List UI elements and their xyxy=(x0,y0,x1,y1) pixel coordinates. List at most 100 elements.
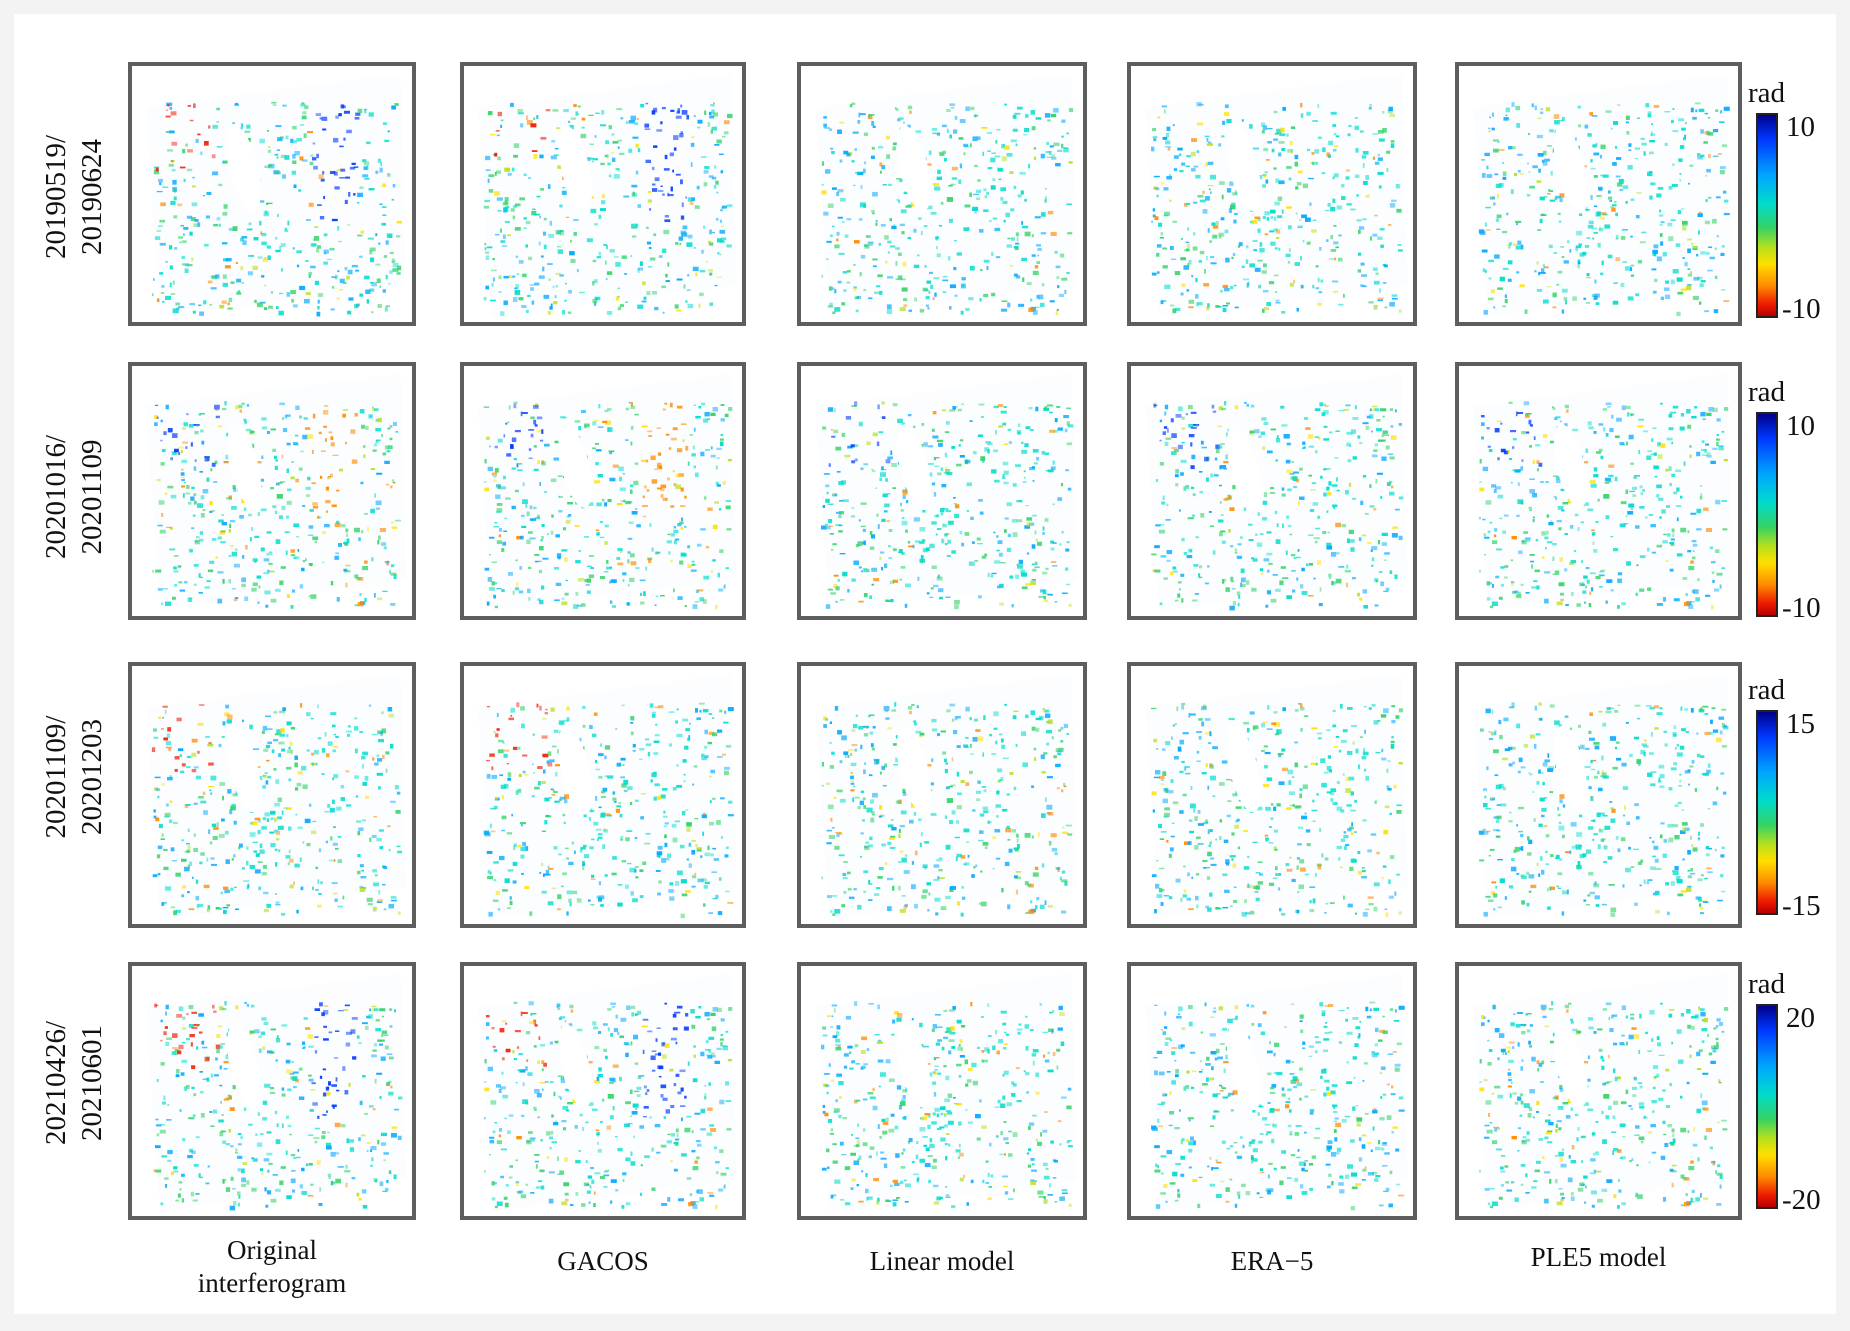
lake-area xyxy=(1226,1024,1261,1108)
colorbar xyxy=(1756,710,1778,915)
scene-footprint xyxy=(477,73,737,317)
column-label: GACOS xyxy=(557,1246,649,1276)
scene-footprint xyxy=(1145,673,1408,919)
lake-area xyxy=(1553,125,1588,212)
row-label: 20190519/ 20190624 xyxy=(34,67,114,327)
phase-map xyxy=(1472,373,1733,611)
scene-footprint xyxy=(146,973,407,1211)
row-label-text: 20201109/ 20201203 xyxy=(40,715,108,839)
lake-area xyxy=(1553,424,1588,508)
interferogram-panel xyxy=(1127,62,1417,326)
interferogram-panel xyxy=(460,362,746,620)
colorbar-max-label: 15 xyxy=(1786,708,1815,740)
scene-footprint xyxy=(815,73,1078,317)
lake-area xyxy=(558,424,592,508)
scene-footprint xyxy=(1145,973,1408,1211)
row-label: 20210426/ 20210601 xyxy=(34,953,114,1213)
row-label-text: 20210426/ 20210601 xyxy=(40,1020,108,1146)
phase-map xyxy=(477,973,737,1211)
lake-area xyxy=(1226,125,1261,212)
colorbar-min-label: -20 xyxy=(1782,1184,1821,1216)
lake-area xyxy=(896,1024,931,1108)
colorbar-max-label: 10 xyxy=(1786,410,1815,442)
row-label-text: 20190519/ 20190624 xyxy=(40,134,108,260)
column-label: PLE5 model xyxy=(1530,1242,1667,1272)
colorbar-max-label: 20 xyxy=(1786,1002,1815,1034)
colorbar-unit: rad xyxy=(1748,77,1786,109)
interferogram-panel xyxy=(797,962,1087,1220)
interferogram-panel xyxy=(128,362,416,620)
phase-map xyxy=(477,673,737,919)
lake-area xyxy=(227,726,261,813)
phase-map xyxy=(815,973,1078,1211)
lake-area xyxy=(896,726,931,813)
lake-area xyxy=(1226,424,1261,508)
column-label: Original interferogram xyxy=(197,1235,347,1298)
scene-footprint xyxy=(146,373,407,611)
phase-map xyxy=(146,673,407,919)
colorbar xyxy=(1756,1004,1778,1209)
interferogram-panel xyxy=(128,662,416,928)
scene-footprint xyxy=(146,73,407,317)
colorbar xyxy=(1756,113,1778,318)
colorbar xyxy=(1756,412,1778,617)
column-label: ERA−5 xyxy=(1230,1246,1314,1276)
phase-map xyxy=(815,73,1078,317)
lake-area xyxy=(1553,1024,1588,1108)
phase-map xyxy=(815,673,1078,919)
phase-map xyxy=(477,373,737,611)
column-label: Linear model xyxy=(869,1246,1015,1276)
scene-footprint xyxy=(477,373,737,611)
lake-area xyxy=(558,726,592,813)
interferogram-panel xyxy=(797,662,1087,928)
phase-map xyxy=(1472,73,1733,317)
interferogram-panel xyxy=(1127,962,1417,1220)
row-label: 20201109/ 20201203 xyxy=(34,647,114,907)
lake-area xyxy=(227,424,261,508)
lake-area xyxy=(1226,726,1261,813)
scene-footprint xyxy=(477,973,737,1211)
phase-map xyxy=(1472,673,1733,919)
scene-footprint xyxy=(1472,73,1733,317)
interferogram-panel xyxy=(128,962,416,1220)
row-label: 20201016/ 20201109 xyxy=(34,367,114,627)
interferogram-panel xyxy=(460,962,746,1220)
lake-area xyxy=(1553,726,1588,813)
colorbar-min-label: -15 xyxy=(1782,890,1821,922)
colorbar-min-label: -10 xyxy=(1782,293,1821,325)
colorbar-min-label: -10 xyxy=(1782,592,1821,624)
interferogram-panel xyxy=(797,62,1087,326)
phase-map xyxy=(477,73,737,317)
scene-footprint xyxy=(1472,373,1733,611)
scene-footprint xyxy=(1145,373,1408,611)
scene-footprint xyxy=(1472,973,1733,1211)
phase-map xyxy=(815,373,1078,611)
interferogram-panel xyxy=(460,662,746,928)
interferogram-panel xyxy=(1455,962,1742,1220)
colorbar-unit: rad xyxy=(1748,674,1786,706)
lake-area xyxy=(896,424,931,508)
phase-map xyxy=(146,73,407,317)
phase-map xyxy=(1145,673,1408,919)
lake-area xyxy=(896,125,931,212)
lake-area xyxy=(558,1024,592,1108)
scene-footprint xyxy=(815,673,1078,919)
phase-map xyxy=(1145,373,1408,611)
interferogram-panel xyxy=(1127,362,1417,620)
colorbar-unit: rad xyxy=(1748,968,1786,1000)
phase-map xyxy=(1145,73,1408,317)
phase-map xyxy=(146,973,407,1211)
lake-area xyxy=(227,1024,261,1108)
lake-area xyxy=(227,125,261,212)
phase-map xyxy=(1145,973,1408,1211)
interferogram-panel xyxy=(1455,362,1742,620)
interferogram-panel xyxy=(797,362,1087,620)
interferogram-panel xyxy=(1455,662,1742,928)
phase-map xyxy=(146,373,407,611)
interferogram-panel xyxy=(128,62,416,326)
phase-map xyxy=(1472,973,1733,1211)
row-label-text: 20201016/ 20201109 xyxy=(40,434,108,560)
lake-area xyxy=(558,125,592,212)
interferogram-panel xyxy=(1455,62,1742,326)
